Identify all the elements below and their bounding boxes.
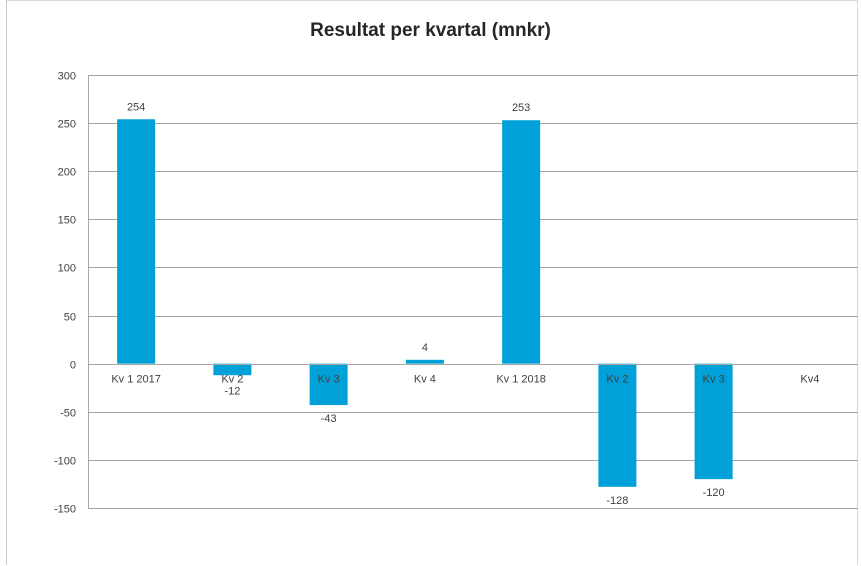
y-tick-label: 150 bbox=[58, 215, 76, 227]
y-tick-label: 200 bbox=[58, 167, 76, 179]
bar bbox=[405, 359, 444, 364]
y-tick-label: 300 bbox=[58, 71, 76, 83]
y-tick-label: -50 bbox=[60, 408, 76, 420]
category-label: Kv 3 bbox=[318, 374, 340, 386]
category-label: Kv 2 bbox=[221, 374, 243, 386]
bar bbox=[117, 119, 156, 364]
data-label: 253 bbox=[512, 102, 530, 114]
y-tick-label: 0 bbox=[70, 360, 76, 372]
y-tick-label: 250 bbox=[58, 119, 76, 131]
y-tick-label: -100 bbox=[54, 456, 76, 468]
y-tick-label: 50 bbox=[64, 312, 76, 324]
data-label: 254 bbox=[127, 101, 145, 113]
bar bbox=[309, 363, 348, 406]
data-label: -120 bbox=[703, 487, 725, 499]
y-tick-label: -150 bbox=[54, 504, 76, 516]
category-label: Kv 4 bbox=[414, 374, 436, 386]
category-label: Kv4 bbox=[800, 374, 819, 386]
category-label: Kv 1 2017 bbox=[111, 374, 161, 386]
bar bbox=[598, 363, 637, 487]
data-label: -128 bbox=[606, 495, 628, 507]
data-label: 4 bbox=[422, 342, 428, 354]
bar bbox=[502, 120, 541, 364]
bar bbox=[694, 363, 733, 480]
y-tick-label: 100 bbox=[58, 263, 76, 275]
category-label: Kv 1 2018 bbox=[496, 374, 546, 386]
bar bbox=[213, 363, 252, 376]
category-label: Kv 3 bbox=[703, 374, 725, 386]
data-label: -12 bbox=[224, 386, 240, 398]
chart-title: Resultat per kvartal (mnkr) bbox=[310, 20, 551, 41]
data-label: -43 bbox=[321, 413, 337, 425]
category-label: Kv 2 bbox=[606, 374, 628, 386]
